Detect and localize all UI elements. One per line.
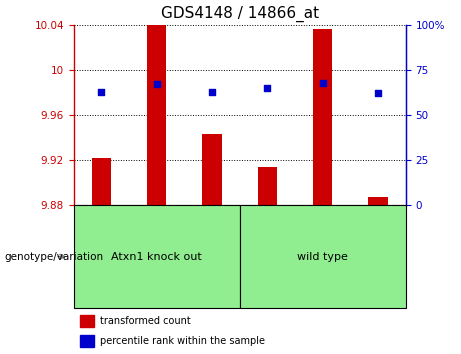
Bar <box>313 29 332 205</box>
Bar <box>80 315 94 327</box>
Text: GSM731602: GSM731602 <box>263 211 272 266</box>
FancyBboxPatch shape <box>295 205 350 276</box>
Text: Atxn1 knock out: Atxn1 knock out <box>112 252 202 262</box>
Title: GDS4148 / 14866_at: GDS4148 / 14866_at <box>160 6 319 22</box>
Bar <box>147 18 166 205</box>
Text: GSM731600: GSM731600 <box>152 211 161 266</box>
Point <box>374 91 382 96</box>
Text: genotype/variation: genotype/variation <box>5 252 104 262</box>
Text: wild type: wild type <box>297 252 348 262</box>
FancyBboxPatch shape <box>129 205 184 276</box>
Text: percentile rank within the sample: percentile rank within the sample <box>100 336 266 346</box>
Point <box>153 81 160 87</box>
FancyBboxPatch shape <box>240 205 295 276</box>
Point <box>319 80 326 85</box>
Bar <box>80 335 94 347</box>
FancyBboxPatch shape <box>350 205 406 276</box>
Bar <box>92 158 111 205</box>
FancyBboxPatch shape <box>240 205 406 308</box>
Text: GSM731604: GSM731604 <box>373 211 383 266</box>
Text: GSM731599: GSM731599 <box>97 211 106 266</box>
Text: transformed count: transformed count <box>100 316 191 326</box>
Bar <box>368 198 388 205</box>
Text: GSM731601: GSM731601 <box>207 211 217 266</box>
FancyBboxPatch shape <box>74 205 129 276</box>
Point <box>98 89 105 95</box>
Point <box>208 89 216 95</box>
FancyBboxPatch shape <box>184 205 240 276</box>
Bar <box>202 134 222 205</box>
FancyBboxPatch shape <box>74 205 240 308</box>
Text: GSM731603: GSM731603 <box>318 211 327 266</box>
Bar <box>258 167 277 205</box>
Point <box>264 85 271 91</box>
